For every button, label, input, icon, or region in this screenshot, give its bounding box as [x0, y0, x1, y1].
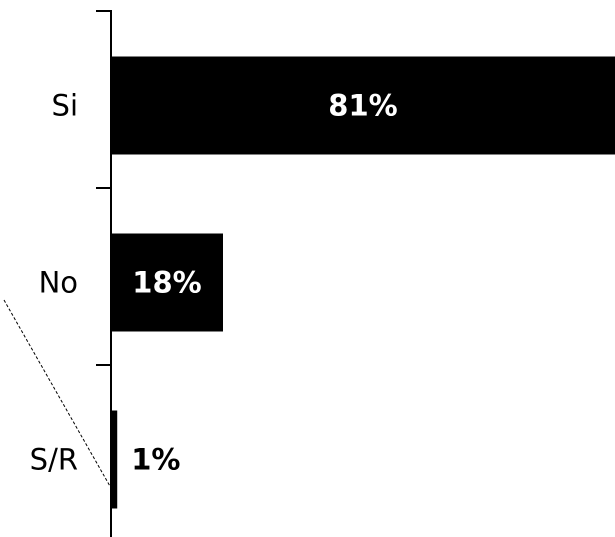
- bar-si: [111, 56, 615, 155]
- data-label: 1%: [131, 443, 180, 477]
- category-label: Si: [52, 89, 78, 123]
- category-label: S/R: [30, 443, 78, 477]
- bar-s-r: [111, 410, 118, 509]
- category-label: No: [39, 266, 78, 300]
- leader-line: [3, 299, 116, 496]
- bar-no: [111, 233, 223, 332]
- data-label: 81%: [328, 89, 397, 123]
- labels-layer: Si 81% No 18% S/R 1%: [30, 89, 398, 477]
- data-label: 18%: [132, 266, 201, 300]
- bars-layer: [111, 56, 615, 509]
